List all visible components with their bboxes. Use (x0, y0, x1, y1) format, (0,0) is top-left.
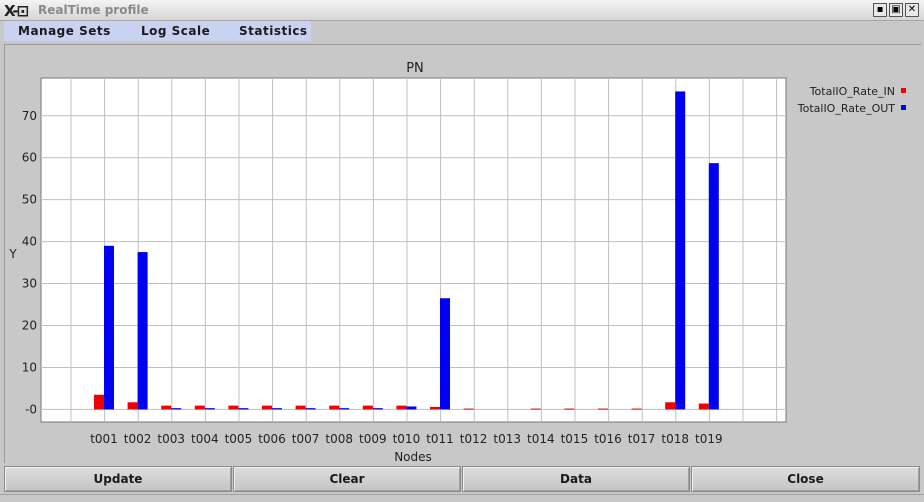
bar-totalio-rate-in-t019 (698, 403, 709, 410)
bar-totalio-rate-in-t005 (228, 405, 239, 410)
bar-totalio-rate-in-t010 (396, 405, 407, 410)
menu-manage-sets[interactable]: Manage Sets (18, 24, 111, 38)
x-tick-label: t013 (493, 432, 521, 446)
chart-panel: -0 10 20 30 40 50 60 70 t001 t002 t003 t004 t005 t00… (4, 44, 921, 464)
window-title: RealTime profile (38, 3, 149, 17)
x-tick-label: t001 (90, 432, 118, 446)
menu-bar: Manage Sets Log Scale Statistics (4, 21, 311, 41)
bar-totalio-rate-in-t017 (631, 408, 642, 410)
bar-totalio-rate-out-t004 (204, 408, 215, 410)
x-tick-label: t006 (258, 432, 286, 446)
window-bottom-edge (0, 494, 924, 502)
x-tick-label: t003 (157, 432, 185, 446)
bar-totalio-rate-out-t009 (372, 408, 383, 410)
update-button[interactable]: Update (4, 466, 232, 492)
y-tick-label: 10 (22, 360, 37, 374)
y-tick-label: 40 (22, 235, 37, 249)
legend-label: TotalIO_Rate_OUT (797, 102, 896, 115)
title-bar: X-⊡ RealTime profile ▪ ▣ ✕ (0, 0, 924, 21)
clear-button[interactable]: Clear (233, 466, 461, 492)
x-tick-label: t004 (191, 432, 219, 446)
data-button[interactable]: Data (462, 466, 690, 492)
y-tick-label: 70 (22, 109, 37, 123)
bar-totalio-rate-out-t006 (272, 408, 282, 410)
bar-totalio-rate-out-t005 (238, 408, 249, 410)
bar-totalio-rate-in-t018 (665, 402, 676, 410)
bar-totalio-rate-in-t001 (94, 394, 104, 410)
legend-label: TotalIO_Rate_IN (809, 85, 895, 98)
x-tick-label: t015 (561, 432, 589, 446)
bar-totalio-rate-out-t018 (675, 91, 686, 410)
y-tick-label: 20 (22, 319, 37, 333)
button-bar: Update Clear Data Close (4, 466, 920, 492)
chart-title: PN (406, 61, 424, 76)
x-tick-label: t005 (225, 432, 253, 446)
bar-totalio-rate-out-t011 (440, 298, 450, 410)
x-tick-label: t010 (393, 432, 421, 446)
x-tick-label: t017 (628, 432, 656, 446)
bar-totalio-rate-in-t002 (127, 402, 138, 410)
x-tick-label: t014 (527, 432, 555, 446)
x-tick-label: t002 (124, 432, 152, 446)
close-window-button[interactable]: ✕ (905, 3, 919, 17)
bar-totalio-rate-in-t016 (598, 408, 608, 410)
y-axis-label: Y (8, 247, 17, 261)
y-tick-label: 30 (22, 277, 37, 291)
menu-statistics[interactable]: Statistics (239, 24, 308, 38)
x-axis-label: Nodes (394, 450, 432, 463)
bar-totalio-rate-in-t008 (329, 405, 340, 410)
bar-totalio-rate-in-t003 (161, 405, 172, 410)
bar-totalio-rate-in-t007 (295, 405, 306, 410)
bar-totalio-rate-out-t019 (708, 163, 719, 410)
x-logo-icon: X-⊡ (4, 2, 29, 20)
y-tick-label: 60 (22, 151, 37, 165)
bar-totalio-rate-out-t002 (137, 252, 148, 410)
y-tick-label: 50 (22, 193, 37, 207)
bar-totalio-rate-out-t001 (104, 245, 114, 410)
bar-totalio-rate-in-t012 (463, 408, 474, 410)
legend-swatch (901, 105, 906, 110)
x-tick-label: t012 (460, 432, 488, 446)
minimize-button[interactable]: ▪ (873, 3, 887, 17)
bar-totalio-rate-in-t014 (530, 408, 541, 410)
x-tick-label: t019 (695, 432, 723, 446)
y-tick-label: -0 (25, 402, 37, 416)
x-tick-label: t009 (359, 432, 387, 446)
bar-totalio-rate-in-t006 (262, 405, 272, 410)
bar-totalio-rate-in-t011 (430, 406, 440, 410)
bar-totalio-rate-out-t010 (406, 406, 417, 410)
bar-totalio-rate-out-t008 (339, 408, 350, 410)
x-tick-label: t011 (426, 432, 454, 446)
x-tick-label: t018 (661, 432, 689, 446)
plot-area (40, 77, 787, 423)
x-tick-label: t008 (325, 432, 353, 446)
bar-totalio-rate-out-t007 (305, 408, 316, 410)
bar-totalio-rate-out-t003 (171, 408, 182, 410)
bar-totalio-rate-in-t009 (362, 405, 373, 410)
legend-swatch (901, 88, 906, 93)
bar-totalio-rate-in-t015 (564, 408, 575, 410)
close-button[interactable]: Close (691, 466, 920, 492)
bar-totalio-rate-in-t004 (194, 405, 205, 410)
bar-chart: -0 10 20 30 40 50 60 70 t001 t002 t003 t004 t005 t00… (8, 61, 906, 464)
maximize-button[interactable]: ▣ (889, 3, 903, 17)
x-tick-label: t007 (292, 432, 320, 446)
x-tick-label: t016 (594, 432, 622, 446)
menu-log-scale[interactable]: Log Scale (141, 24, 211, 38)
